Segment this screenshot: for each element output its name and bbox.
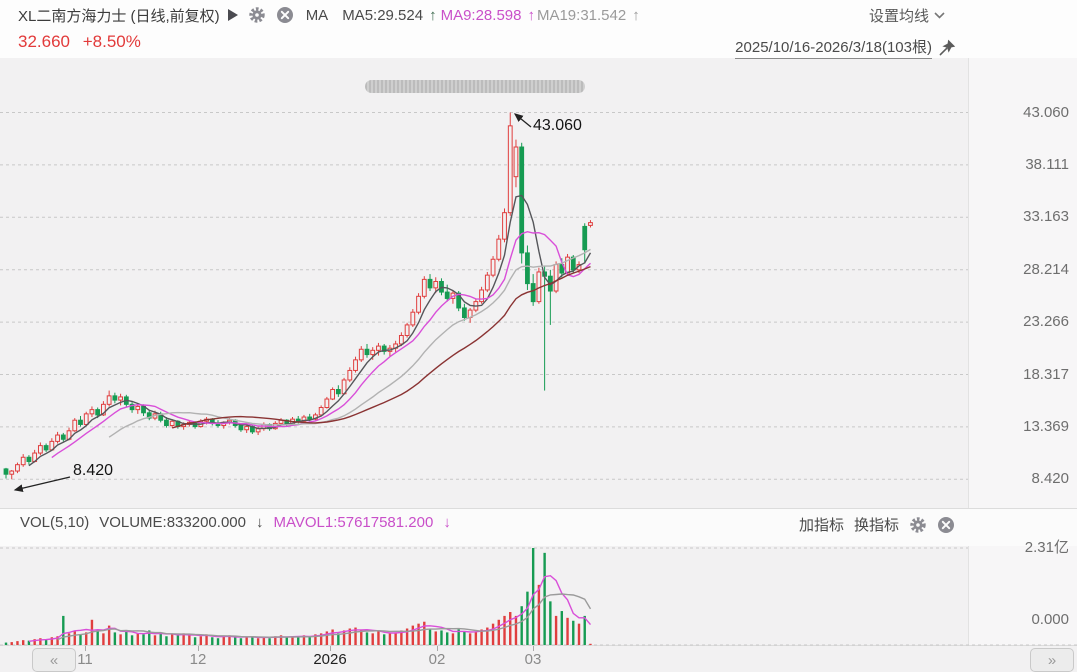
price-tick-label: 38.111 xyxy=(1025,155,1069,173)
time-tick-label: 2026 xyxy=(313,651,347,668)
price-gridlines xyxy=(0,112,1077,646)
last-price-readout: 32.660 +8.50% xyxy=(18,32,141,52)
low-annotation: 8.420 xyxy=(73,462,114,479)
scroll-left-button[interactable]: « xyxy=(32,648,76,672)
time-tick-label: 11 xyxy=(77,651,93,668)
price-tick-label: 18.317 xyxy=(1023,365,1069,383)
time-tick-label: 03 xyxy=(524,651,542,668)
price-change-pct: +8.50% xyxy=(82,32,141,51)
mavol-lines xyxy=(28,574,592,642)
ma-settings-gear-icon[interactable] xyxy=(248,6,266,24)
volume-tick-label: 2.31亿 xyxy=(1024,539,1069,556)
ma-lines xyxy=(28,194,592,467)
indicator-gear-icon[interactable] xyxy=(909,516,927,534)
price-tick-label: 43.060 xyxy=(1023,103,1069,121)
mavol-down-arrow: ↓ xyxy=(443,514,451,531)
annotation-arrows xyxy=(13,113,532,493)
price-tick-label: 28.214 xyxy=(1023,260,1069,278)
play-icon[interactable] xyxy=(227,9,238,21)
ma19-up-arrow: ↑ xyxy=(632,6,640,24)
set-ma-label: 设置均线 xyxy=(868,7,929,25)
time-tick-mark xyxy=(198,646,199,651)
volume-tick-label: 0.000 xyxy=(1031,611,1069,628)
high-annotation: 43.060 xyxy=(533,117,582,134)
price-tick-label: 33.163 xyxy=(1023,208,1069,226)
time-tick-label: 02 xyxy=(428,651,446,668)
switch-indicator-button[interactable]: 换指标 xyxy=(853,517,899,534)
volume-indicator-readout: VOL(5,10) VOLUME:833200.000 ↓ MAVOL1:576… xyxy=(20,514,451,531)
instrument-title: XL二南方海力士 (日线,前复权) xyxy=(18,7,220,25)
price-axis-panel xyxy=(968,58,1077,645)
volume-value: VOLUME:833200.000 xyxy=(99,514,246,531)
chart-toolbar: XL二南方海力士 (日线,前复权) MA MA5:29.524 ↑ MA9:28… xyxy=(0,0,1077,30)
price-tick-label: 23.266 xyxy=(1023,313,1069,331)
ma5-up-arrow: ↑ xyxy=(429,6,437,24)
ma19-value: MA19:31.542 xyxy=(536,6,627,24)
time-tick-mark xyxy=(533,646,534,651)
indicator-close-icon[interactable] xyxy=(937,516,955,534)
price-tick-label: 13.369 xyxy=(1023,417,1069,435)
ma9-up-arrow: ↑ xyxy=(527,6,535,24)
chevron-down-icon xyxy=(934,11,945,19)
last-price: 32.660 xyxy=(18,32,70,51)
price-tick-label: 8.420 xyxy=(1031,470,1069,488)
time-tick-mark xyxy=(437,646,438,651)
set-ma-button[interactable]: 设置均线 xyxy=(869,0,945,30)
chart-overview-scrollbar[interactable] xyxy=(365,80,585,93)
time-tick-mark xyxy=(85,646,86,651)
ma-close-icon[interactable] xyxy=(276,6,294,24)
chart-plot-background xyxy=(0,58,968,645)
volume-down-arrow: ↓ xyxy=(255,514,264,531)
pin-icon[interactable] xyxy=(938,38,957,57)
ma-group-label: MA xyxy=(305,6,329,24)
ma9-value: MA9:28.598 xyxy=(440,6,522,24)
time-tick-mark xyxy=(330,646,331,651)
ma5-value: MA5:29.524 xyxy=(342,6,424,24)
date-range-label: 2025/10/16-2026/3/18(103根) xyxy=(735,36,932,59)
time-axis-strip xyxy=(0,645,1077,672)
volume-header-strip xyxy=(0,508,1077,546)
mavol-value: MAVOL1:57617581.200 xyxy=(273,514,434,531)
date-range-control[interactable]: 2025/10/16-2026/3/18(103根) xyxy=(735,36,957,59)
scroll-right-button[interactable]: » xyxy=(1030,648,1074,672)
indicator-actions: 加指标 换指标 xyxy=(799,514,955,535)
time-tick-label: 12 xyxy=(189,651,207,668)
vol-params: VOL(5,10) xyxy=(20,514,90,531)
add-indicator-button[interactable]: 加指标 xyxy=(798,517,844,534)
